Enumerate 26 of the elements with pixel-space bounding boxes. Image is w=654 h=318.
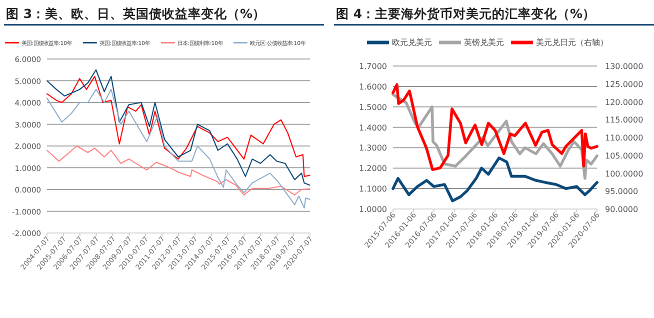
- y-tick-label: 1.0000: [359, 205, 387, 214]
- line-series: [46, 145, 310, 196]
- line-series: [46, 88, 310, 209]
- y2-tick-label: 120.0000: [605, 98, 644, 107]
- y-tick-label: 1.4000: [359, 123, 387, 132]
- y-tick-label: 1.1000: [359, 184, 387, 194]
- chart-title: 图 3：美、欧、日、英国债收益率变化（%）: [6, 6, 266, 21]
- y2-tick-label: 100.0000: [605, 169, 644, 178]
- y2-tick-label: 95.0000: [605, 187, 638, 196]
- y2-tick-label: 110.0000: [605, 134, 644, 142]
- chart-title: 图 4：主要海外货币对美元的汇率变化（%）: [336, 6, 596, 21]
- line-series: [392, 83, 598, 172]
- y2-tick-label: 125.0000: [605, 80, 644, 89]
- legend-label: 欧元兑美元: [392, 38, 432, 47]
- y2-tick-label: 115.0000: [605, 116, 644, 125]
- y-tick-label: 1.5000: [359, 102, 387, 112]
- y2-tick-label: 90.0000: [605, 205, 638, 214]
- line-series: [392, 156, 598, 202]
- y-tick-label: 1.3000: [359, 144, 387, 153]
- y-tick-label: 1.2000: [359, 164, 387, 174]
- legend-label: 美元兑日元（右轴）: [536, 38, 608, 47]
- y2-tick-label: 130.0000: [605, 62, 644, 71]
- y2-tick-label: 105.0000: [605, 151, 644, 160]
- legend-label: 英镑兑美元: [464, 38, 504, 47]
- y-tick-label: 1.7000: [359, 62, 387, 71]
- y-tick-label: 1.6000: [359, 82, 387, 92]
